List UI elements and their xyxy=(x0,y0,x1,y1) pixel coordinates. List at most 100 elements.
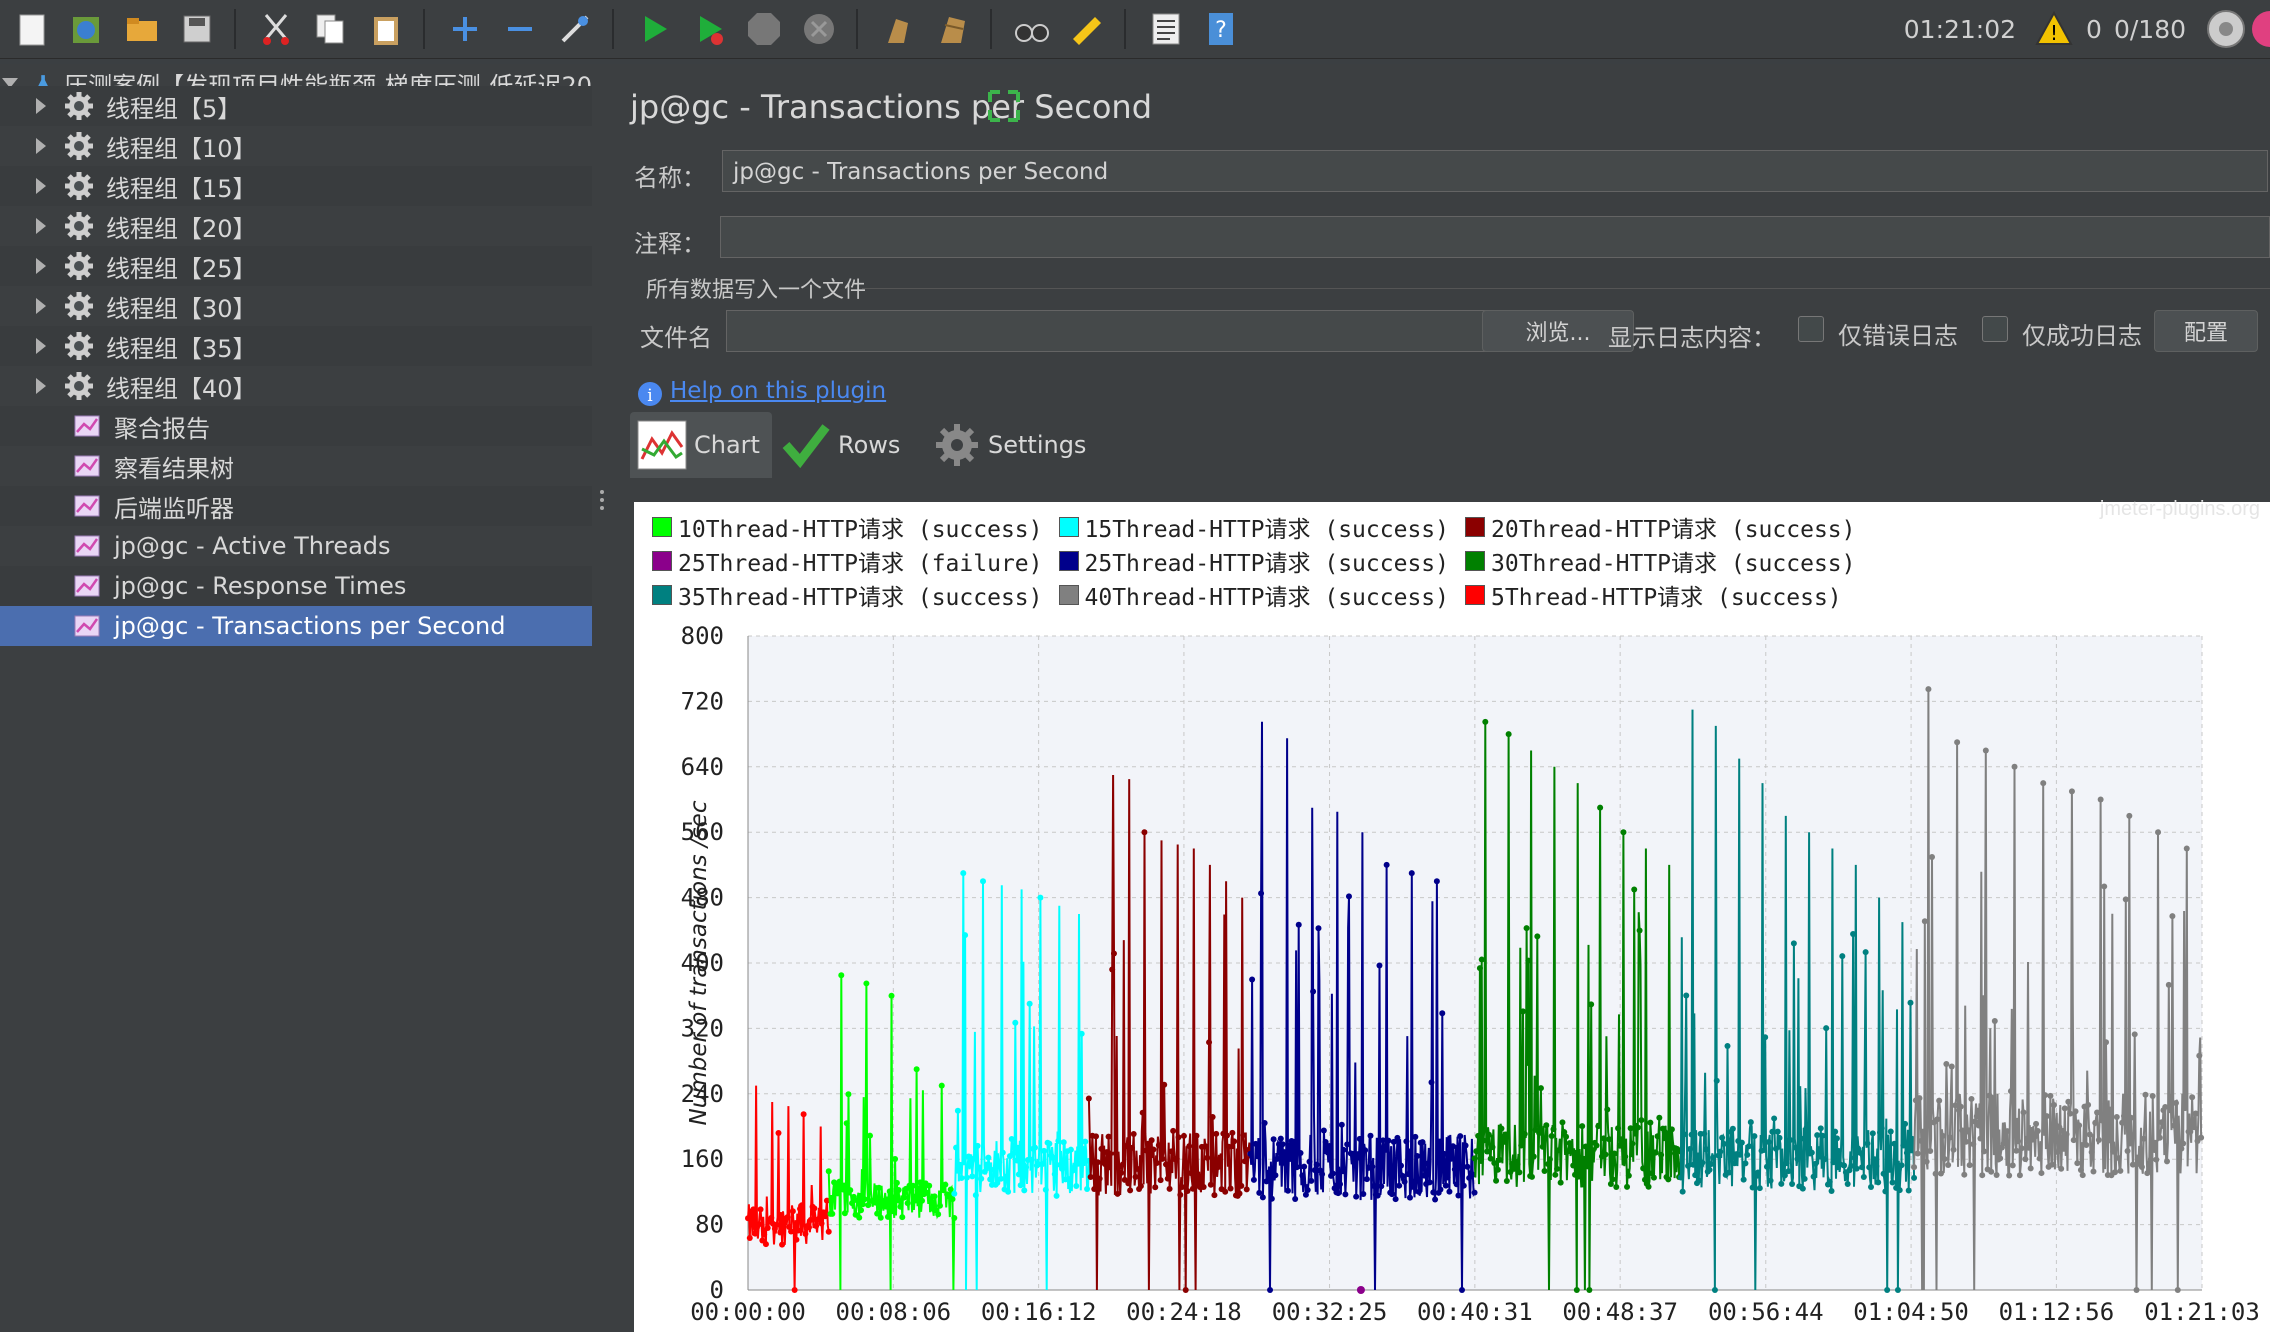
legend-swatch xyxy=(652,585,672,605)
series-point xyxy=(2142,1091,2149,1098)
series-point xyxy=(1471,1189,1478,1196)
tree-item-thread-group[interactable]: 线程组【10】 xyxy=(0,126,592,166)
tab-chart-label: Chart xyxy=(694,431,760,459)
series-point xyxy=(1496,1156,1503,1163)
expand-arrow-icon[interactable] xyxy=(36,178,46,194)
series-point xyxy=(1310,988,1317,995)
series-point xyxy=(1514,1161,1521,1168)
series-point xyxy=(1518,1142,1525,1149)
help-link[interactable]: Help on this plugin xyxy=(670,378,887,404)
series-point xyxy=(1537,1085,1544,1092)
reset-search-icon[interactable] xyxy=(1064,6,1110,52)
comment-field[interactable] xyxy=(720,216,2270,258)
collapse-arrow-icon[interactable] xyxy=(2,78,18,88)
series-point xyxy=(1498,1125,1505,1132)
series-point xyxy=(1125,1180,1132,1187)
help-icon[interactable]: ? xyxy=(1198,6,1244,52)
series-point xyxy=(1453,1181,1460,1188)
expand-arrow-icon[interactable] xyxy=(36,338,46,354)
tab-settings[interactable]: Settings xyxy=(934,412,1094,478)
success-only-checkbox[interactable] xyxy=(1982,316,2008,342)
tab-rows-label: Rows xyxy=(838,431,901,459)
cut-icon[interactable] xyxy=(253,6,299,52)
maximize-icon[interactable] xyxy=(986,88,1022,124)
paste-icon[interactable] xyxy=(363,6,409,52)
tab-rows[interactable]: Rows xyxy=(782,412,932,478)
clear-all-icon[interactable] xyxy=(930,6,976,52)
filename-field[interactable] xyxy=(726,310,1486,352)
expand-arrow-icon[interactable] xyxy=(36,98,46,114)
name-field[interactable]: jp@gc - Transactions per Second xyxy=(722,150,2268,192)
series-point xyxy=(1963,1138,1970,1145)
tree-item-thread-group[interactable]: 线程组【40】 xyxy=(0,366,592,406)
test-plan-tree: 压测案例【发现项目性能瓶颈-梯度压测-低延迟20 线程组【5】线程组【10】线程… xyxy=(0,64,593,1332)
series-point xyxy=(1550,1126,1557,1133)
expand-arrow-icon[interactable] xyxy=(36,258,46,274)
series-point xyxy=(2111,1169,2118,1176)
new-icon[interactable] xyxy=(9,6,55,52)
collapse-icon[interactable] xyxy=(497,6,543,52)
expand-arrow-icon[interactable] xyxy=(36,298,46,314)
tree-item-thread-group[interactable]: 线程组【5】 xyxy=(0,86,592,126)
series-point xyxy=(746,1234,753,1241)
copy-icon[interactable] xyxy=(308,6,354,52)
tree-item-listener[interactable]: 察看结果树 xyxy=(0,446,592,486)
tree-item-listener[interactable]: jp@gc - Transactions per Second xyxy=(0,606,592,646)
tree-item-thread-group[interactable]: 线程组【25】 xyxy=(0,246,592,286)
series-point xyxy=(825,1168,832,1175)
search-icon[interactable] xyxy=(1009,6,1055,52)
clear-icon[interactable] xyxy=(875,6,921,52)
split-pane-divider[interactable] xyxy=(592,64,613,1332)
legend-swatch xyxy=(652,517,672,537)
listener-chart-icon xyxy=(74,575,100,597)
tree-item-listener[interactable]: jp@gc - Active Threads xyxy=(0,526,592,566)
tree-item-listener[interactable]: 后端监听器 xyxy=(0,486,592,526)
series-point xyxy=(1152,1184,1159,1191)
series-point xyxy=(2162,1103,2169,1110)
errors-only-checkbox[interactable] xyxy=(1798,316,1824,342)
series-point xyxy=(2167,1093,2174,1100)
series-point xyxy=(761,1231,768,1238)
series-line xyxy=(953,873,1090,1291)
series-point xyxy=(1067,1146,1074,1153)
series-point xyxy=(1383,861,1390,868)
tree-item-thread-group[interactable]: 线程组【20】 xyxy=(0,206,592,246)
templates-icon[interactable] xyxy=(64,6,110,52)
start-icon[interactable] xyxy=(631,6,677,52)
save-icon[interactable] xyxy=(174,6,220,52)
series-point xyxy=(949,1196,956,1203)
series-point xyxy=(1990,1095,1997,1102)
tree-item-thread-group[interactable]: 线程组【35】 xyxy=(0,326,592,366)
series-point xyxy=(2190,1124,2197,1131)
series-point xyxy=(2138,1163,2145,1170)
info-icon: i xyxy=(638,382,662,406)
series-point xyxy=(1493,1177,1500,1184)
log-viewer-icon[interactable] xyxy=(2248,7,2270,51)
series-point xyxy=(904,1200,911,1207)
shutdown-icon[interactable] xyxy=(796,6,842,52)
series-point xyxy=(1396,1182,1403,1189)
series-point xyxy=(1706,1166,1713,1173)
expand-icon[interactable] xyxy=(442,6,488,52)
expand-arrow-icon[interactable] xyxy=(36,378,46,394)
tree-item-listener[interactable]: jp@gc - Response Times xyxy=(0,566,592,606)
toggle-icon[interactable] xyxy=(552,6,598,52)
tree-item-thread-group[interactable]: 线程组【30】 xyxy=(0,286,592,326)
series-point xyxy=(1914,1150,1921,1157)
tree-item-thread-group[interactable]: 线程组【15】 xyxy=(0,166,592,206)
warning-icon[interactable]: ! xyxy=(2034,9,2074,49)
series-point xyxy=(1037,894,1044,901)
series-point xyxy=(1742,1160,1749,1167)
series-point xyxy=(1754,1169,1761,1176)
open-icon[interactable] xyxy=(119,6,165,52)
series-point xyxy=(915,1185,922,1192)
tree-item-listener[interactable]: 聚合报告 xyxy=(0,406,592,446)
expand-arrow-icon[interactable] xyxy=(36,218,46,234)
tab-chart[interactable]: Chart xyxy=(630,412,772,478)
browse-button[interactable]: 浏览... xyxy=(1482,310,1634,352)
start-no-pause-icon[interactable] xyxy=(686,6,732,52)
expand-arrow-icon[interactable] xyxy=(36,138,46,154)
function-helper-icon[interactable] xyxy=(1143,6,1189,52)
configure-button[interactable]: 配置 xyxy=(2154,310,2258,352)
stop-icon[interactable] xyxy=(741,6,787,52)
